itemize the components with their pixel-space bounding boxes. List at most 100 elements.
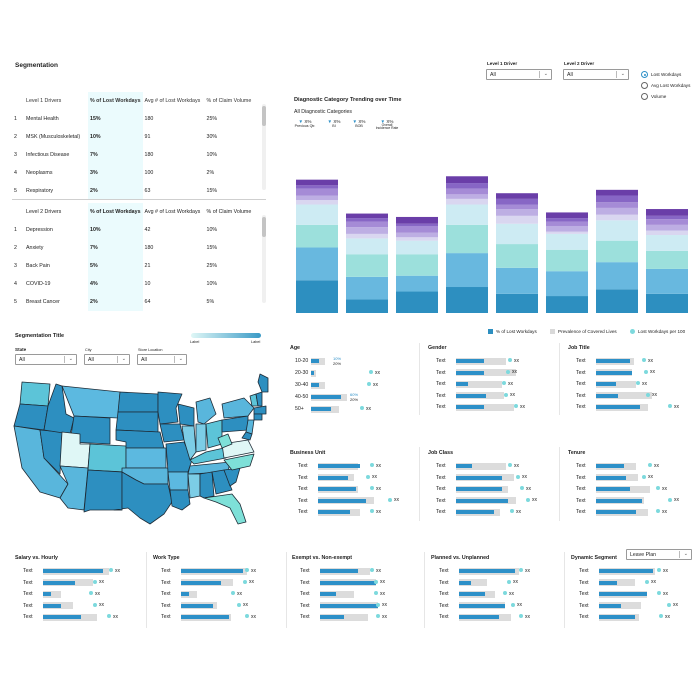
bar-segment[interactable]: [546, 218, 588, 222]
segment-row[interactable]: Text xx: [23, 612, 143, 624]
bar-segment[interactable]: [446, 224, 488, 254]
table-row[interactable]: 1 Mental Health 15% 180 25%: [12, 110, 264, 128]
segment-row[interactable]: Text xx: [436, 473, 556, 485]
segment-row[interactable]: Text xx: [576, 356, 696, 368]
segment-row[interactable]: Text xx: [300, 566, 420, 578]
segment-row[interactable]: Text xx: [439, 566, 559, 578]
segment-row[interactable]: Text xx: [439, 589, 559, 601]
state-select[interactable]: All ⌄: [15, 354, 77, 365]
segment-row[interactable]: Text xx: [579, 578, 699, 590]
bar-segment[interactable]: [546, 233, 588, 250]
bar-segment[interactable]: [646, 219, 688, 225]
segment-row[interactable]: Text xx: [161, 612, 281, 624]
segment-row[interactable]: Text xx: [576, 496, 696, 508]
bar-segment[interactable]: [596, 214, 638, 221]
age-row[interactable]: 20-30 xx: [295, 369, 380, 377]
bar-segment[interactable]: [546, 212, 588, 219]
segment-row[interactable]: Text xx: [300, 601, 420, 613]
bar-segment[interactable]: [646, 293, 688, 313]
bar-segment[interactable]: [296, 280, 338, 313]
table-row[interactable]: 1 Depression 10% 42 10%: [12, 221, 264, 239]
bar-segment[interactable]: [596, 240, 638, 263]
bar-segment[interactable]: [446, 183, 488, 189]
bar-segment[interactable]: [346, 221, 388, 228]
bar-segment[interactable]: [646, 224, 688, 231]
segment-row[interactable]: Text xx: [436, 402, 556, 414]
segment-row[interactable]: Text xx: [579, 601, 699, 613]
bar-segment[interactable]: [296, 224, 338, 248]
bar-segment[interactable]: [396, 237, 438, 241]
segment-row[interactable]: Text xx: [436, 356, 556, 368]
table-row[interactable]: 4 COVID-19 4% 10 10%: [12, 275, 264, 293]
bar-segment[interactable]: [396, 223, 438, 226]
bar-segment[interactable]: [596, 289, 638, 313]
segment-row[interactable]: Text xx: [298, 473, 418, 485]
bar-segment[interactable]: [496, 267, 538, 294]
segment-row[interactable]: Text xx: [579, 566, 699, 578]
bar-segment[interactable]: [296, 188, 338, 196]
bar-segment[interactable]: [346, 233, 388, 239]
bar-segment[interactable]: [546, 271, 588, 297]
bar-segment[interactable]: [546, 221, 588, 226]
segment-row[interactable]: Text xx: [576, 402, 696, 414]
bar-segment[interactable]: [296, 185, 338, 189]
segment-row[interactable]: Text xx: [300, 612, 420, 624]
bar-segment[interactable]: [446, 194, 488, 199]
table-row[interactable]: 4 Neoplasms 3% 100 2%: [12, 164, 264, 182]
segment-row[interactable]: Text xx: [298, 507, 418, 519]
segment-row[interactable]: Text xx: [576, 368, 696, 380]
segment-row[interactable]: Text xx: [161, 601, 281, 613]
table-row[interactable]: 2 MSK (Musculoskeletal) 10% 91 30%: [12, 128, 264, 146]
segment-row[interactable]: Text xx: [298, 461, 418, 473]
segment-row[interactable]: Text xx: [436, 496, 556, 508]
bar-segment[interactable]: [646, 250, 688, 269]
segment-row[interactable]: Text xx: [436, 391, 556, 403]
table2-scrollbar[interactable]: [262, 215, 266, 303]
bar-segment[interactable]: [646, 268, 688, 294]
bar-segment[interactable]: [446, 253, 488, 288]
bar-segment[interactable]: [446, 204, 488, 225]
bar-segment[interactable]: [396, 275, 438, 292]
bar-segment[interactable]: [346, 238, 388, 255]
bar-segment[interactable]: [296, 247, 338, 281]
segment-row[interactable]: Text xx: [439, 612, 559, 624]
age-row[interactable]: 50+ xx: [295, 405, 371, 413]
segment-row[interactable]: Text xx: [576, 484, 696, 496]
age-row[interactable]: 10-20 10% 20%: [295, 356, 342, 366]
bar-segment[interactable]: [396, 232, 438, 238]
bar-segment[interactable]: [346, 276, 388, 300]
segment-row[interactable]: Text xx: [439, 601, 559, 613]
bar-segment[interactable]: [646, 209, 688, 216]
age-row[interactable]: 30-40 xx: [295, 381, 378, 389]
level1-driver-select[interactable]: All ⌄: [486, 69, 552, 80]
bar-segment[interactable]: [546, 296, 588, 313]
segment-row[interactable]: Text xx: [23, 589, 143, 601]
dynamic-segment-select[interactable]: Leave Plan ⌄: [626, 549, 692, 560]
level2-driver-select[interactable]: All ⌄: [563, 69, 629, 80]
bar-segment[interactable]: [496, 209, 538, 216]
table-row[interactable]: 3 Infectious Disease 7% 180 10%: [12, 146, 264, 164]
segment-row[interactable]: Text xx: [436, 461, 556, 473]
table-row[interactable]: 3 Back Pain 5% 21 25%: [12, 257, 264, 275]
bar-segment[interactable]: [346, 218, 388, 222]
bar-segment[interactable]: [296, 200, 338, 205]
bar-segment[interactable]: [496, 204, 538, 210]
bar-segment[interactable]: [546, 225, 588, 232]
bar-segment[interactable]: [346, 227, 388, 234]
segment-row[interactable]: Text xx: [576, 391, 696, 403]
segment-row[interactable]: Text xx: [23, 601, 143, 613]
segment-row[interactable]: Text xx: [161, 589, 281, 601]
bar-segment[interactable]: [596, 220, 638, 241]
segment-row[interactable]: Text xx: [576, 461, 696, 473]
radio-avg-lost-workdays[interactable]: [641, 82, 648, 89]
bar-segment[interactable]: [396, 216, 438, 224]
bar-segment[interactable]: [596, 202, 638, 208]
bar-segment[interactable]: [496, 223, 538, 245]
bar-segment[interactable]: [496, 293, 538, 313]
radio-volume[interactable]: [641, 93, 648, 100]
bar-segment[interactable]: [496, 198, 538, 205]
bar-segment[interactable]: [446, 176, 488, 184]
segment-row[interactable]: Text xx: [436, 484, 556, 496]
bar-segment[interactable]: [546, 249, 588, 272]
bar-segment[interactable]: [496, 193, 538, 199]
